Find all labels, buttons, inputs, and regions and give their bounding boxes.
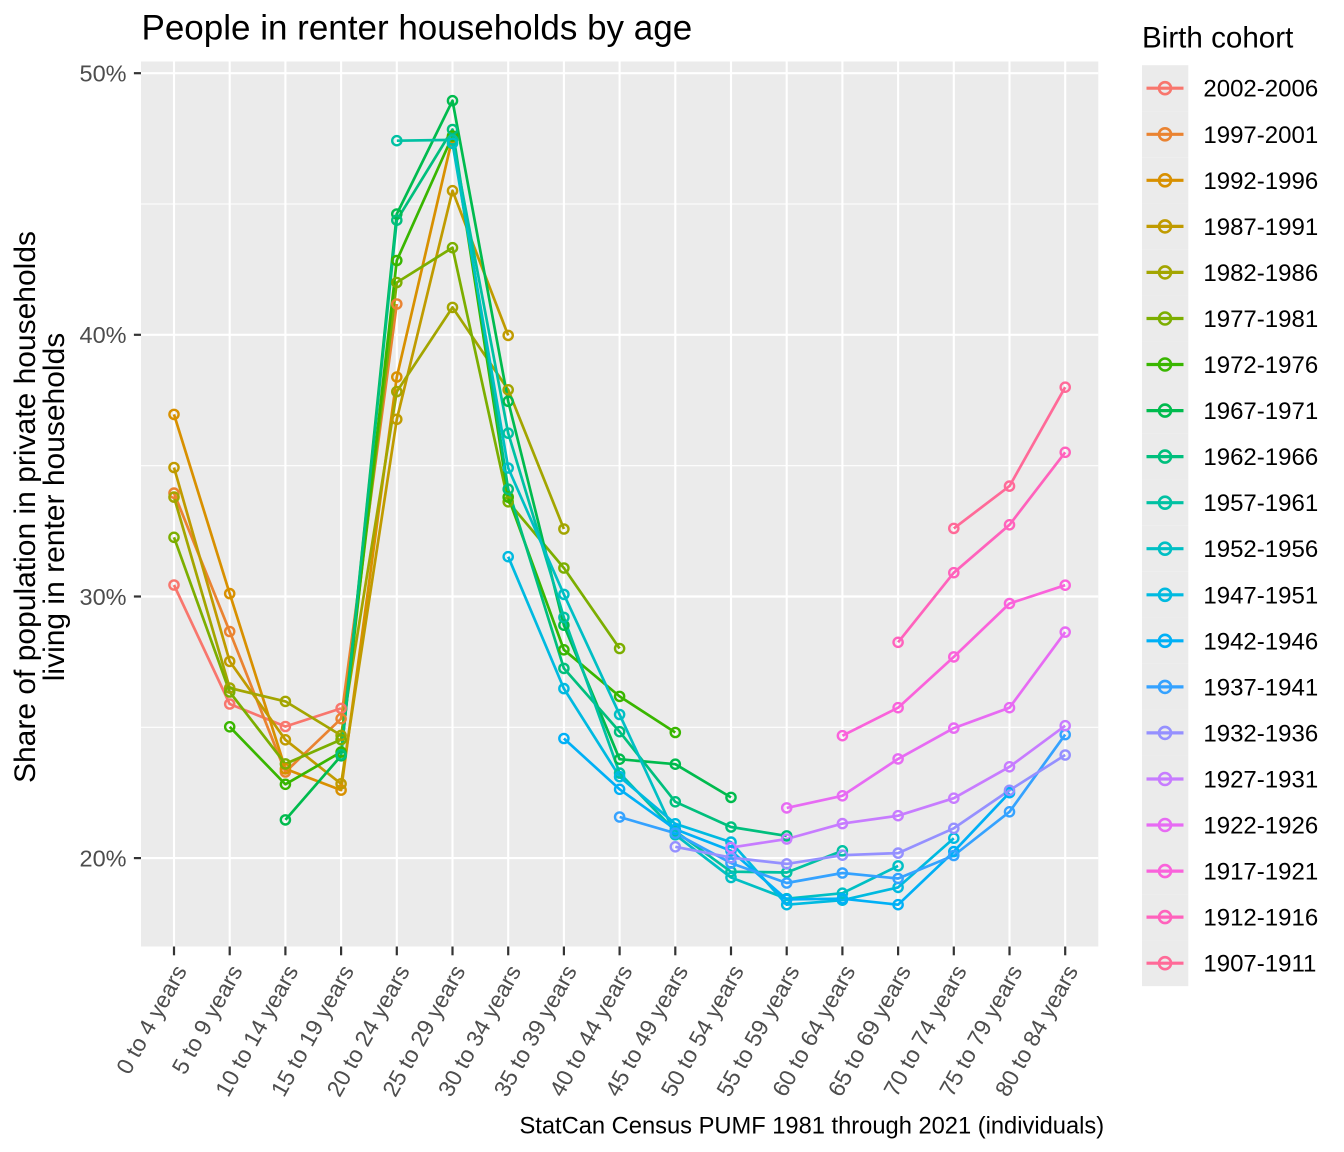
svg-text:20%: 20% [80, 845, 127, 871]
svg-text:Share of population in private: Share of population in private household… [9, 231, 42, 783]
svg-text:1922-1926: 1922-1926 [1203, 813, 1318, 840]
svg-text:1927-1931: 1927-1931 [1203, 767, 1318, 794]
svg-text:1947-1951: 1947-1951 [1203, 582, 1318, 609]
svg-text:1917-1921: 1917-1921 [1203, 859, 1318, 886]
svg-text:30%: 30% [80, 584, 127, 610]
svg-text:2002-2006: 2002-2006 [1203, 76, 1318, 103]
svg-text:Birth cohort: Birth cohort [1142, 21, 1293, 54]
svg-text:40%: 40% [80, 322, 127, 348]
svg-text:1952-1956: 1952-1956 [1203, 536, 1318, 563]
svg-text:1932-1936: 1932-1936 [1203, 720, 1318, 747]
svg-text:1997-2001: 1997-2001 [1203, 122, 1318, 149]
svg-text:1967-1971: 1967-1971 [1203, 398, 1318, 425]
svg-text:50%: 50% [80, 61, 127, 87]
svg-text:1912-1916: 1912-1916 [1203, 905, 1318, 932]
svg-text:1982-1986: 1982-1986 [1203, 260, 1318, 287]
svg-text:1987-1991: 1987-1991 [1203, 214, 1318, 241]
svg-text:1972-1976: 1972-1976 [1203, 352, 1318, 379]
svg-text:StatCan Census PUMF 1981 throu: StatCan Census PUMF 1981 through 2021 (i… [520, 1113, 1105, 1139]
svg-text:1907-1911: 1907-1911 [1203, 951, 1316, 978]
svg-text:living in renter households: living in renter households [38, 333, 71, 682]
svg-text:1992-1996: 1992-1996 [1203, 168, 1318, 195]
svg-text:1977-1981: 1977-1981 [1203, 306, 1318, 333]
svg-text:1937-1941: 1937-1941 [1203, 674, 1318, 701]
svg-text:1942-1946: 1942-1946 [1203, 628, 1318, 655]
svg-text:1962-1966: 1962-1966 [1203, 444, 1318, 471]
svg-text:People in renter households by: People in renter households by age [142, 9, 693, 48]
svg-text:1957-1961: 1957-1961 [1203, 490, 1318, 517]
